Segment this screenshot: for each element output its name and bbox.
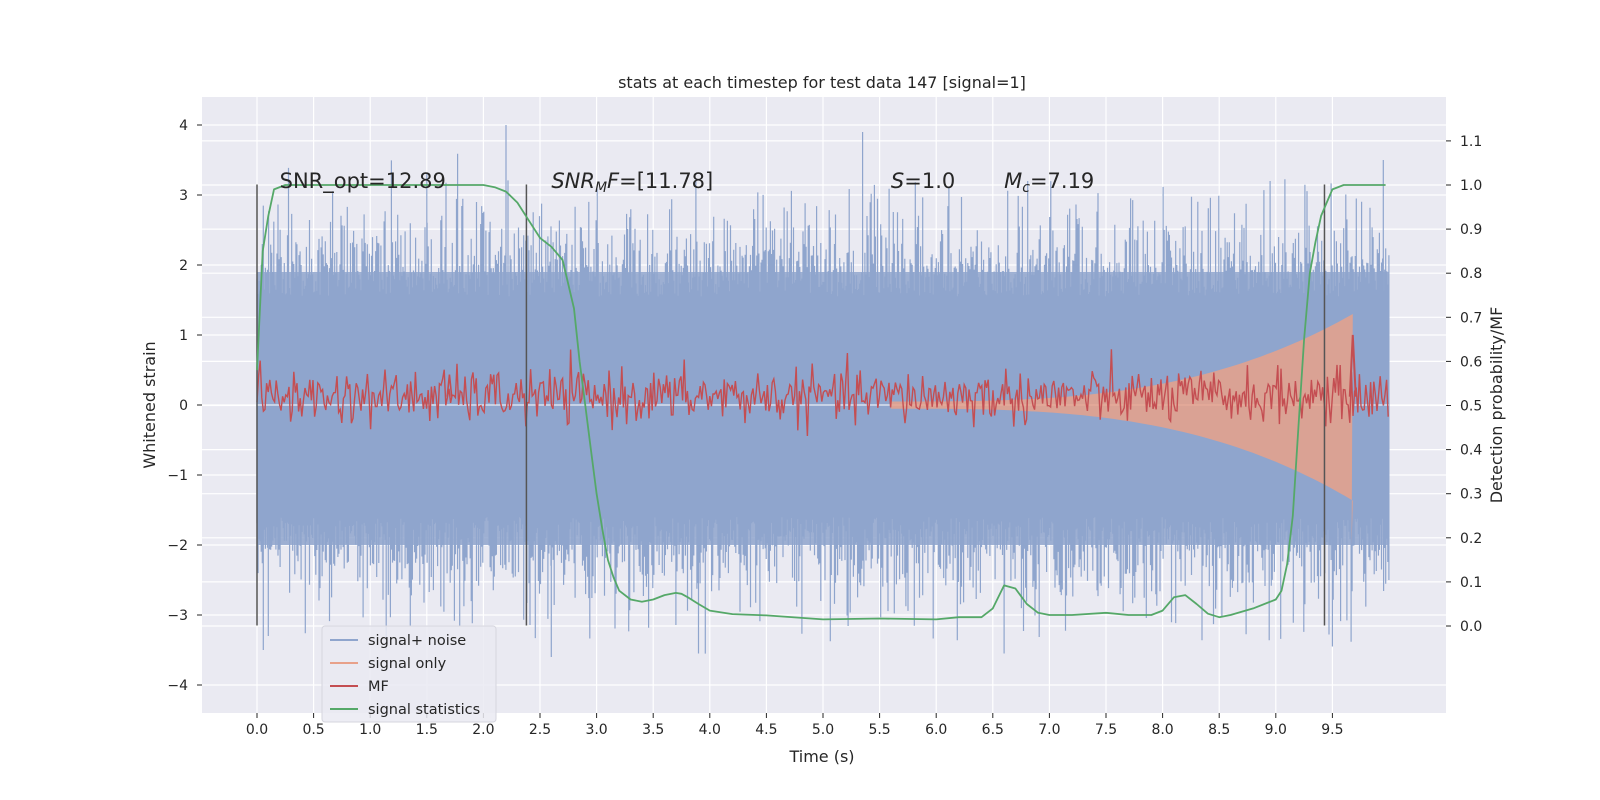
mf-peak	[1348, 334, 1357, 397]
y-left-axis-ticks: 4 3 2 1 0 −1 −2 −3 −4	[167, 118, 202, 694]
y-right-tick-label: 0.8	[1460, 266, 1482, 282]
x-tick-label: 3.5	[642, 722, 664, 738]
chart-title: stats at each timestep for test data 147…	[618, 73, 1026, 92]
y-left-axis-label: Whitened strain	[140, 341, 159, 468]
y-right-tick-label: 0.6	[1460, 354, 1482, 370]
annotation-snr-opt: SNR_opt=12.89	[280, 169, 446, 194]
x-tick-label: 4.0	[699, 722, 721, 738]
annotation-snr-mf-sub: M	[595, 180, 607, 196]
x-axis-ticks: 0.0 0.5 1.0 1.5 2.0 2.5 3.0 3.5 4.0 4.5 5.0 5.5 6.0 6…	[246, 713, 1344, 738]
annotations: SNR_opt=12.89 SNRMF=[11.78] S=1.0 Mc=7.19	[280, 169, 1095, 196]
y-right-tick-label: 0.9	[1460, 222, 1482, 238]
y-left-tick-label: 1	[179, 328, 188, 344]
x-tick-label: 6.5	[982, 722, 1004, 738]
annotation-s-symbol: S	[891, 169, 904, 193]
y-right-tick-label: 0.0	[1460, 619, 1482, 635]
x-tick-label: 5.0	[812, 722, 834, 738]
mf-series	[256, 334, 1389, 437]
y-left-tick-label: −2	[167, 538, 188, 554]
x-tick-label: 1.5	[416, 722, 438, 738]
annotation-snr-mf-base: SNR	[551, 169, 595, 193]
y-right-tick-label: 1.1	[1460, 134, 1482, 150]
annotation-mc-sub: c	[1022, 180, 1030, 196]
annotation-mc-value: =7.19	[1030, 169, 1094, 193]
signal-statistics-line	[256, 184, 1386, 621]
y-left-tick-label: 4	[179, 118, 188, 134]
y-left-tick-label: −3	[167, 608, 188, 624]
x-tick-label: 5.5	[868, 722, 890, 738]
x-tick-label: 7.0	[1038, 722, 1060, 738]
legend: signal+ noise signal only MF signal statist…	[321, 625, 497, 723]
y-right-tick-label: 0.4	[1460, 443, 1482, 459]
annotation-mc-base: M	[1004, 169, 1022, 193]
annotation-s-value: =1.0	[904, 169, 955, 193]
x-tick-label: 9.0	[1265, 722, 1287, 738]
x-tick-label: 9.5	[1321, 722, 1343, 738]
y-right-axis-ticks: 1.1 1.0 0.9 0.8 0.7 0.6 0.5 0.4 0.3 0.2 0.1 0.0	[1446, 134, 1482, 635]
x-tick-label: 4.5	[755, 722, 777, 738]
x-tick-label: 2.5	[529, 722, 551, 738]
x-tick-label: 8.5	[1208, 722, 1230, 738]
annotation-snr-mf: SNRMF=[11.78]	[551, 169, 713, 196]
annotation-snr-mf-tail: F	[607, 169, 620, 193]
mf-trace	[256, 349, 1389, 437]
x-tick-label: 1.0	[359, 722, 381, 738]
x-tick-label: 2.0	[472, 722, 494, 738]
annotation-snr-mf-value: =[11.78]	[619, 169, 713, 193]
annotation-s: S=1.0	[891, 169, 955, 193]
x-tick-label: 6.0	[925, 722, 947, 738]
y-left-tick-label: 0	[179, 398, 188, 414]
y-right-axis-label: Detection probability/MF	[1487, 307, 1506, 504]
x-tick-label: 0.0	[246, 722, 268, 738]
y-left-tick-label: 2	[179, 258, 188, 274]
y-right-tick-label: 0.7	[1460, 310, 1482, 326]
signal-only-series	[890, 314, 1353, 545]
legend-label: signal statistics	[368, 702, 480, 718]
signal-statistics-series	[256, 184, 1386, 621]
legend-label: signal+ noise	[368, 633, 466, 649]
chirp-envelope	[890, 314, 1353, 545]
x-tick-label: 8.0	[1151, 722, 1173, 738]
annotation-mc: Mc=7.19	[1004, 169, 1094, 196]
x-axis-label: Time (s)	[788, 747, 854, 766]
legend-label: signal only	[368, 656, 447, 672]
x-tick-label: 3.0	[585, 722, 607, 738]
y-left-tick-label: 3	[179, 188, 188, 204]
legend-box	[321, 625, 497, 723]
legend-label: MF	[368, 679, 389, 695]
mf-bump	[446, 374, 453, 397]
y-left-tick-label: −1	[167, 468, 188, 484]
y-right-tick-label: 0.5	[1460, 399, 1482, 415]
x-tick-label: 7.5	[1095, 722, 1117, 738]
y-right-tick-label: 0.3	[1460, 487, 1482, 503]
vertical-markers	[256, 184, 1326, 626]
x-tick-label: 0.5	[302, 722, 324, 738]
y-left-tick-label: −4	[167, 678, 188, 694]
y-right-tick-label: 0.2	[1460, 531, 1482, 547]
y-right-tick-label: 0.1	[1460, 575, 1482, 591]
y-right-tick-label: 1.0	[1460, 178, 1482, 194]
